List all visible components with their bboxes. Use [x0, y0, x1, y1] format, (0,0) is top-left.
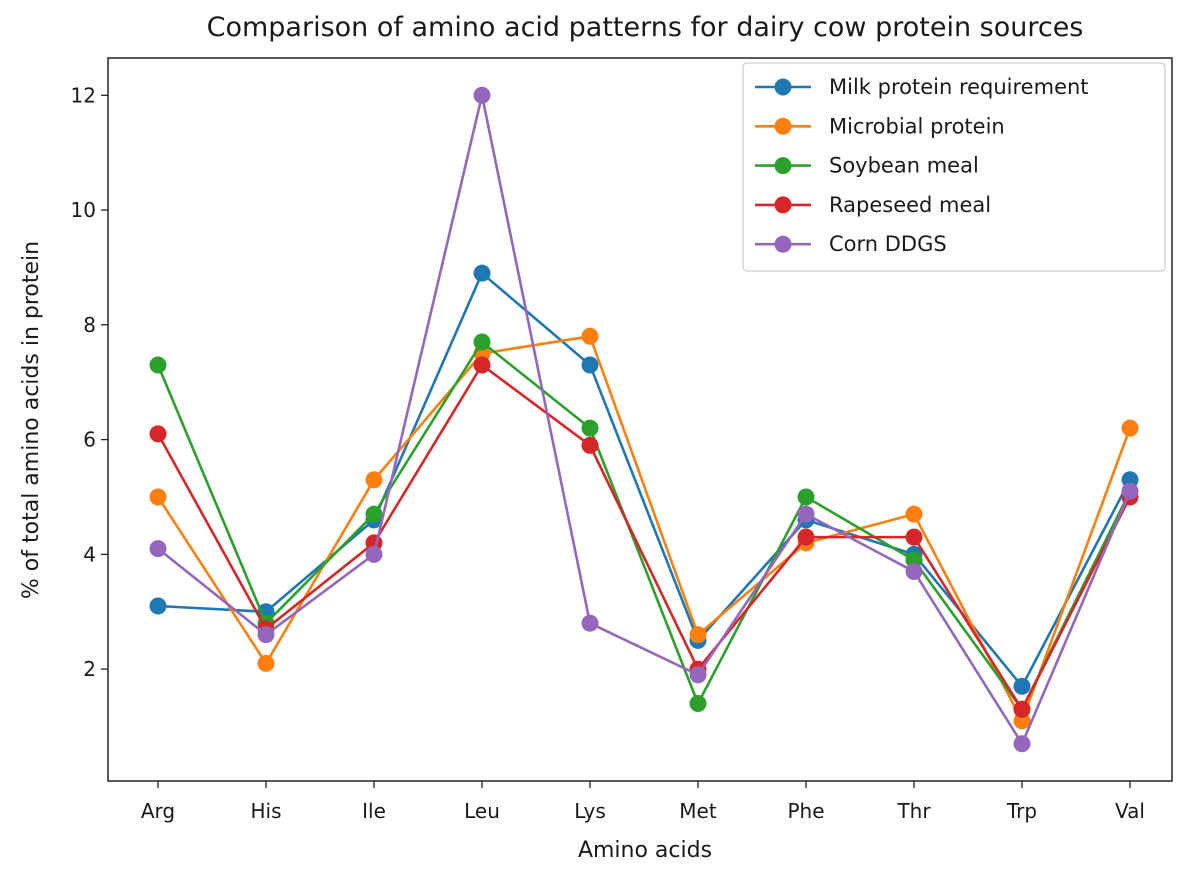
series-line	[157, 271, 1132, 688]
data-point	[689, 666, 707, 684]
y-axis: 2 4 6 8 10 12	[71, 83, 108, 681]
y-tick-label: 4	[83, 542, 96, 566]
legend-label: Soybean meal	[829, 154, 979, 178]
y-tick-label: 6	[83, 428, 96, 452]
data-point	[149, 540, 167, 558]
data-point	[1121, 482, 1139, 500]
data-point	[1013, 677, 1031, 695]
x-tick-label: Val	[1115, 799, 1145, 823]
data-point	[473, 264, 491, 282]
legend-marker	[774, 196, 792, 214]
data-point	[905, 563, 923, 581]
data-point	[149, 488, 167, 506]
legend-entry: Milk protein requirement	[755, 75, 1089, 99]
data-point	[149, 356, 167, 374]
legend-entries: Milk protein requirement Microbial protei…	[755, 75, 1089, 256]
legend-marker	[774, 235, 792, 253]
data-point	[797, 528, 815, 546]
plot-frame	[107, 57, 1173, 782]
data-point	[365, 545, 383, 563]
data-point	[1013, 700, 1031, 718]
data-point	[365, 471, 383, 489]
series-line	[156, 363, 1132, 711]
plot-area: 2 4 6 8 10 12 Arg His Ile Leu Lys Met Phe Thr Trp Val	[71, 57, 1173, 823]
x-axis: Arg His Ile Leu Lys Met Phe Thr Trp Val	[141, 781, 1145, 823]
legend-entry: Soybean meal	[755, 154, 979, 178]
legend-marker	[774, 117, 792, 135]
y-tick-label: 10	[71, 198, 96, 222]
legend-label: Rapeseed meal	[829, 193, 991, 217]
data-point	[1013, 735, 1031, 753]
legend-entry: Rapeseed meal	[755, 193, 991, 217]
series-line	[156, 340, 1132, 711]
x-axis-label: Amino acids	[578, 838, 712, 863]
data-point	[365, 505, 383, 523]
data-point	[581, 436, 599, 454]
y-tick-label: 12	[71, 83, 96, 107]
series-layer	[149, 86, 1139, 753]
legend-marker	[774, 78, 792, 96]
data-point	[581, 419, 599, 437]
data-point	[1121, 419, 1139, 437]
legend-label: Milk protein requirement	[829, 75, 1089, 99]
legend-entry: Microbial protein	[755, 114, 1005, 138]
data-point	[797, 488, 815, 506]
x-tick-label: His	[250, 799, 281, 823]
data-point	[581, 327, 599, 345]
legend-entry: Corn DDGS	[755, 232, 947, 256]
x-tick-label: Ile	[362, 799, 386, 823]
data-point	[473, 86, 491, 104]
y-axis-label: % of total amino acids in protein	[19, 241, 44, 599]
x-tick-label: Thr	[896, 799, 931, 823]
y-tick-label: 2	[83, 657, 96, 681]
series-microbial-protein	[149, 327, 1139, 730]
series-corn-ddgs	[149, 86, 1139, 753]
x-tick-label: Arg	[141, 799, 175, 823]
legend-marker	[774, 157, 792, 175]
legend-box	[742, 62, 1166, 272]
y-tick-label: 8	[83, 313, 96, 337]
data-point	[473, 333, 491, 351]
series-milk-protein-requirement	[149, 264, 1139, 695]
data-point	[905, 505, 923, 523]
legend: Milk protein requirement Microbial protei…	[742, 62, 1166, 272]
data-point	[581, 356, 599, 374]
data-point	[689, 626, 707, 644]
data-point	[797, 505, 815, 523]
x-tick-label: Met	[679, 799, 717, 823]
data-point	[581, 614, 599, 632]
data-point	[149, 425, 167, 443]
x-tick-label: Trp	[1006, 799, 1037, 823]
data-point	[257, 654, 275, 672]
x-tick-label: Lys	[574, 799, 606, 823]
data-point	[689, 695, 707, 713]
data-point	[149, 597, 167, 615]
series-line	[157, 93, 1132, 746]
data-point	[257, 626, 275, 644]
data-point	[905, 528, 923, 546]
chart-title: Comparison of amino acid patterns for da…	[207, 12, 1084, 43]
legend-label: Corn DDGS	[829, 232, 947, 256]
x-tick-label: Leu	[464, 799, 500, 823]
x-tick-label: Phe	[787, 799, 824, 823]
series-line	[156, 334, 1132, 723]
legend-label: Microbial protein	[829, 114, 1005, 138]
data-point	[473, 356, 491, 374]
